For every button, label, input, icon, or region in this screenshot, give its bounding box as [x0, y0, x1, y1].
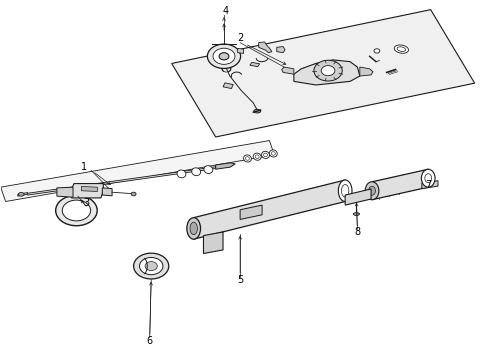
- Polygon shape: [18, 193, 27, 196]
- Ellipse shape: [374, 49, 380, 53]
- Polygon shape: [422, 181, 438, 189]
- Ellipse shape: [56, 195, 97, 226]
- Ellipse shape: [321, 66, 335, 76]
- Ellipse shape: [353, 213, 359, 216]
- Ellipse shape: [204, 166, 213, 174]
- Ellipse shape: [214, 241, 220, 247]
- Ellipse shape: [314, 60, 342, 81]
- Ellipse shape: [190, 222, 197, 235]
- Ellipse shape: [394, 45, 409, 53]
- Polygon shape: [282, 67, 294, 74]
- Text: 6: 6: [147, 336, 153, 346]
- Ellipse shape: [368, 186, 375, 195]
- Ellipse shape: [255, 155, 259, 158]
- Ellipse shape: [254, 109, 261, 113]
- Ellipse shape: [213, 48, 235, 64]
- Ellipse shape: [187, 218, 200, 239]
- Ellipse shape: [207, 44, 241, 68]
- Ellipse shape: [397, 47, 406, 51]
- Text: 3: 3: [83, 198, 89, 208]
- Ellipse shape: [131, 192, 136, 196]
- Polygon shape: [345, 189, 371, 205]
- Polygon shape: [216, 163, 235, 169]
- Ellipse shape: [253, 153, 261, 160]
- Polygon shape: [57, 187, 73, 197]
- Ellipse shape: [177, 170, 186, 178]
- Ellipse shape: [140, 257, 163, 275]
- Polygon shape: [0, 140, 274, 202]
- Polygon shape: [240, 205, 262, 220]
- Ellipse shape: [421, 169, 435, 187]
- Ellipse shape: [18, 193, 24, 196]
- Polygon shape: [238, 48, 244, 53]
- Ellipse shape: [219, 53, 229, 60]
- Ellipse shape: [262, 151, 270, 158]
- Polygon shape: [360, 67, 373, 76]
- Polygon shape: [223, 83, 233, 89]
- Polygon shape: [259, 42, 272, 53]
- Text: 8: 8: [354, 227, 361, 237]
- Ellipse shape: [62, 200, 91, 221]
- Ellipse shape: [245, 157, 249, 160]
- Text: 1: 1: [81, 162, 87, 172]
- Polygon shape: [27, 167, 216, 195]
- Ellipse shape: [145, 262, 157, 271]
- Polygon shape: [102, 188, 112, 196]
- Ellipse shape: [264, 153, 268, 157]
- Polygon shape: [81, 186, 98, 192]
- Ellipse shape: [342, 184, 349, 197]
- Polygon shape: [277, 46, 285, 53]
- Ellipse shape: [425, 174, 432, 183]
- Text: 2: 2: [237, 33, 243, 43]
- Ellipse shape: [192, 168, 200, 176]
- Ellipse shape: [365, 182, 379, 200]
- Ellipse shape: [270, 150, 277, 157]
- Ellipse shape: [338, 180, 352, 202]
- Ellipse shape: [244, 155, 251, 162]
- Polygon shape: [372, 169, 428, 200]
- Ellipse shape: [134, 253, 169, 279]
- Polygon shape: [294, 60, 360, 85]
- Polygon shape: [203, 232, 223, 253]
- Polygon shape: [72, 184, 103, 198]
- Ellipse shape: [271, 152, 275, 155]
- Text: 4: 4: [222, 6, 228, 16]
- Polygon shape: [194, 180, 345, 239]
- Polygon shape: [172, 10, 475, 137]
- Text: 5: 5: [237, 275, 243, 285]
- Text: 7: 7: [425, 180, 431, 190]
- Polygon shape: [250, 62, 260, 67]
- Ellipse shape: [207, 243, 213, 248]
